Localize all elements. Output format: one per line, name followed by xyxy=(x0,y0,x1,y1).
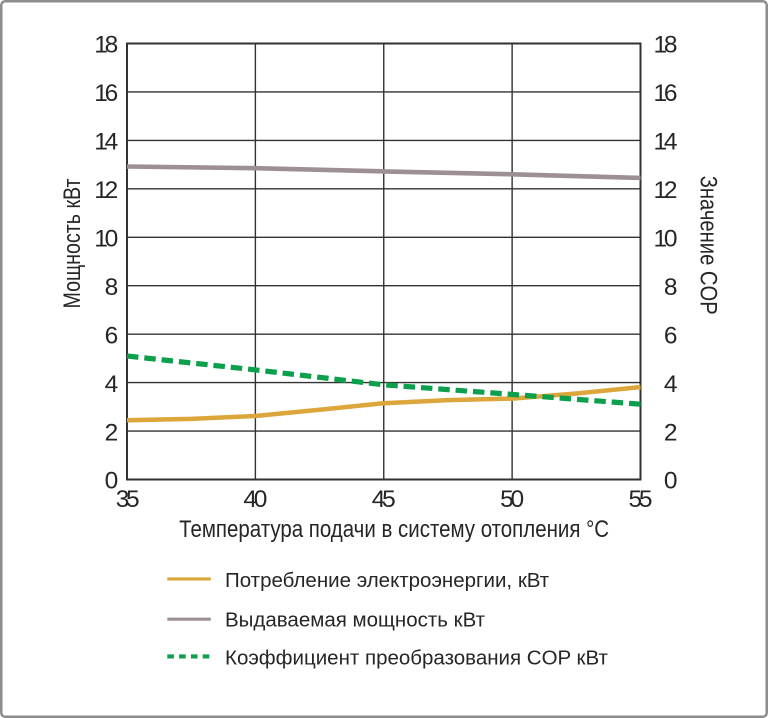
svg-text:Температура подачи в систему о: Температура подачи в систему отопления °… xyxy=(179,516,609,543)
svg-text:45: 45 xyxy=(372,486,396,513)
svg-text:10: 10 xyxy=(654,225,678,252)
svg-text:2: 2 xyxy=(664,419,678,446)
svg-text:0: 0 xyxy=(105,468,119,495)
svg-text:40: 40 xyxy=(243,486,267,513)
svg-text:12: 12 xyxy=(94,177,118,204)
svg-text:Значение COP: Значение COP xyxy=(695,176,722,315)
svg-text:0: 0 xyxy=(664,468,678,495)
svg-text:Выдаваемая мощность кВт: Выдаваемая мощность кВт xyxy=(225,609,486,632)
svg-text:8: 8 xyxy=(105,274,119,301)
svg-text:18: 18 xyxy=(654,32,678,59)
svg-text:2: 2 xyxy=(105,419,119,446)
svg-text:6: 6 xyxy=(664,322,678,349)
svg-text:Мощность кВт: Мощность кВт xyxy=(59,179,86,309)
svg-text:4: 4 xyxy=(105,371,119,398)
svg-text:35: 35 xyxy=(116,486,140,513)
svg-text:14: 14 xyxy=(654,129,678,156)
svg-text:18: 18 xyxy=(94,32,118,59)
svg-text:6: 6 xyxy=(105,322,119,349)
svg-text:Коэффициент преобразования COP: Коэффициент преобразования COP кВт xyxy=(225,646,609,669)
svg-text:14: 14 xyxy=(94,129,118,156)
svg-text:50: 50 xyxy=(500,486,524,513)
svg-text:16: 16 xyxy=(654,80,678,107)
svg-text:Потребление электроэнергии, кВ: Потребление электроэнергии, кВт xyxy=(225,569,550,592)
svg-text:16: 16 xyxy=(94,80,118,107)
svg-text:10: 10 xyxy=(94,225,118,252)
svg-text:55: 55 xyxy=(629,486,653,513)
svg-text:4: 4 xyxy=(664,371,678,398)
svg-text:8: 8 xyxy=(664,274,678,301)
svg-text:12: 12 xyxy=(654,177,678,204)
